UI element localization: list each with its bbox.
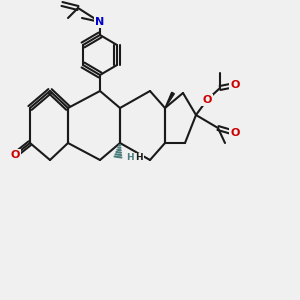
Text: O: O bbox=[230, 128, 240, 138]
Text: O: O bbox=[230, 80, 240, 90]
Text: O: O bbox=[202, 95, 212, 105]
Text: H: H bbox=[135, 154, 143, 163]
Text: N: N bbox=[95, 17, 105, 27]
Polygon shape bbox=[165, 92, 174, 108]
Text: O: O bbox=[10, 150, 20, 160]
Text: H: H bbox=[126, 154, 134, 163]
